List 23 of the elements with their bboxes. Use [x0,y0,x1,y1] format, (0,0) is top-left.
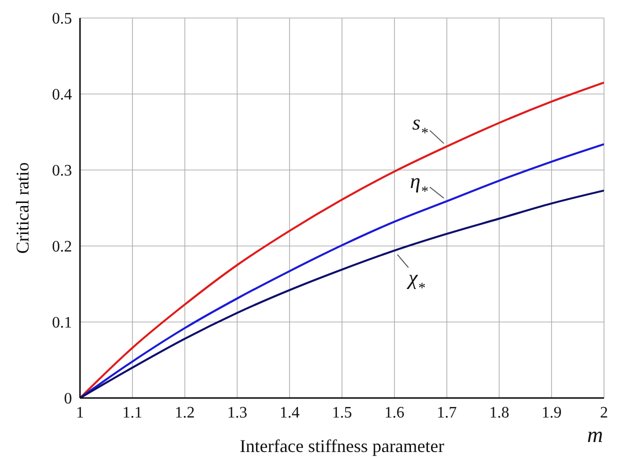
series-label: η$_{*}$ [410,169,428,200]
x-tick-label: 1.2 [174,404,195,422]
x-tick-label: 1.4 [280,404,300,422]
x-tick-label: 1.8 [489,404,510,422]
series-label: s$_{*}$ [412,110,428,142]
text: m [587,422,603,448]
x-tick-label: 1.9 [542,404,562,422]
y-tick-label: 0.2 [52,238,72,256]
y-tick-label: 0 [64,390,72,408]
y-tick-label: 0.1 [52,314,72,332]
y-tick-label: 0.5 [52,10,72,28]
x-tick-label: 1.6 [384,404,404,422]
x-tick-label: 1.5 [332,404,352,422]
series-label: χ$_{*}$ [406,266,426,297]
y-tick-label: 0.3 [52,162,72,180]
y-axis-title: Critical ratio [12,162,32,254]
x-tick-label: 1 [76,404,84,422]
x-tick-label: 1.1 [122,404,142,422]
x-tick-label: 1.3 [227,404,248,422]
x-axis-title: Interface stiffness parameter [240,436,444,456]
x-tick-label: 2 [600,404,608,422]
y-tick-label: 0.4 [52,86,72,104]
x-tick-label: 1.7 [436,404,457,422]
